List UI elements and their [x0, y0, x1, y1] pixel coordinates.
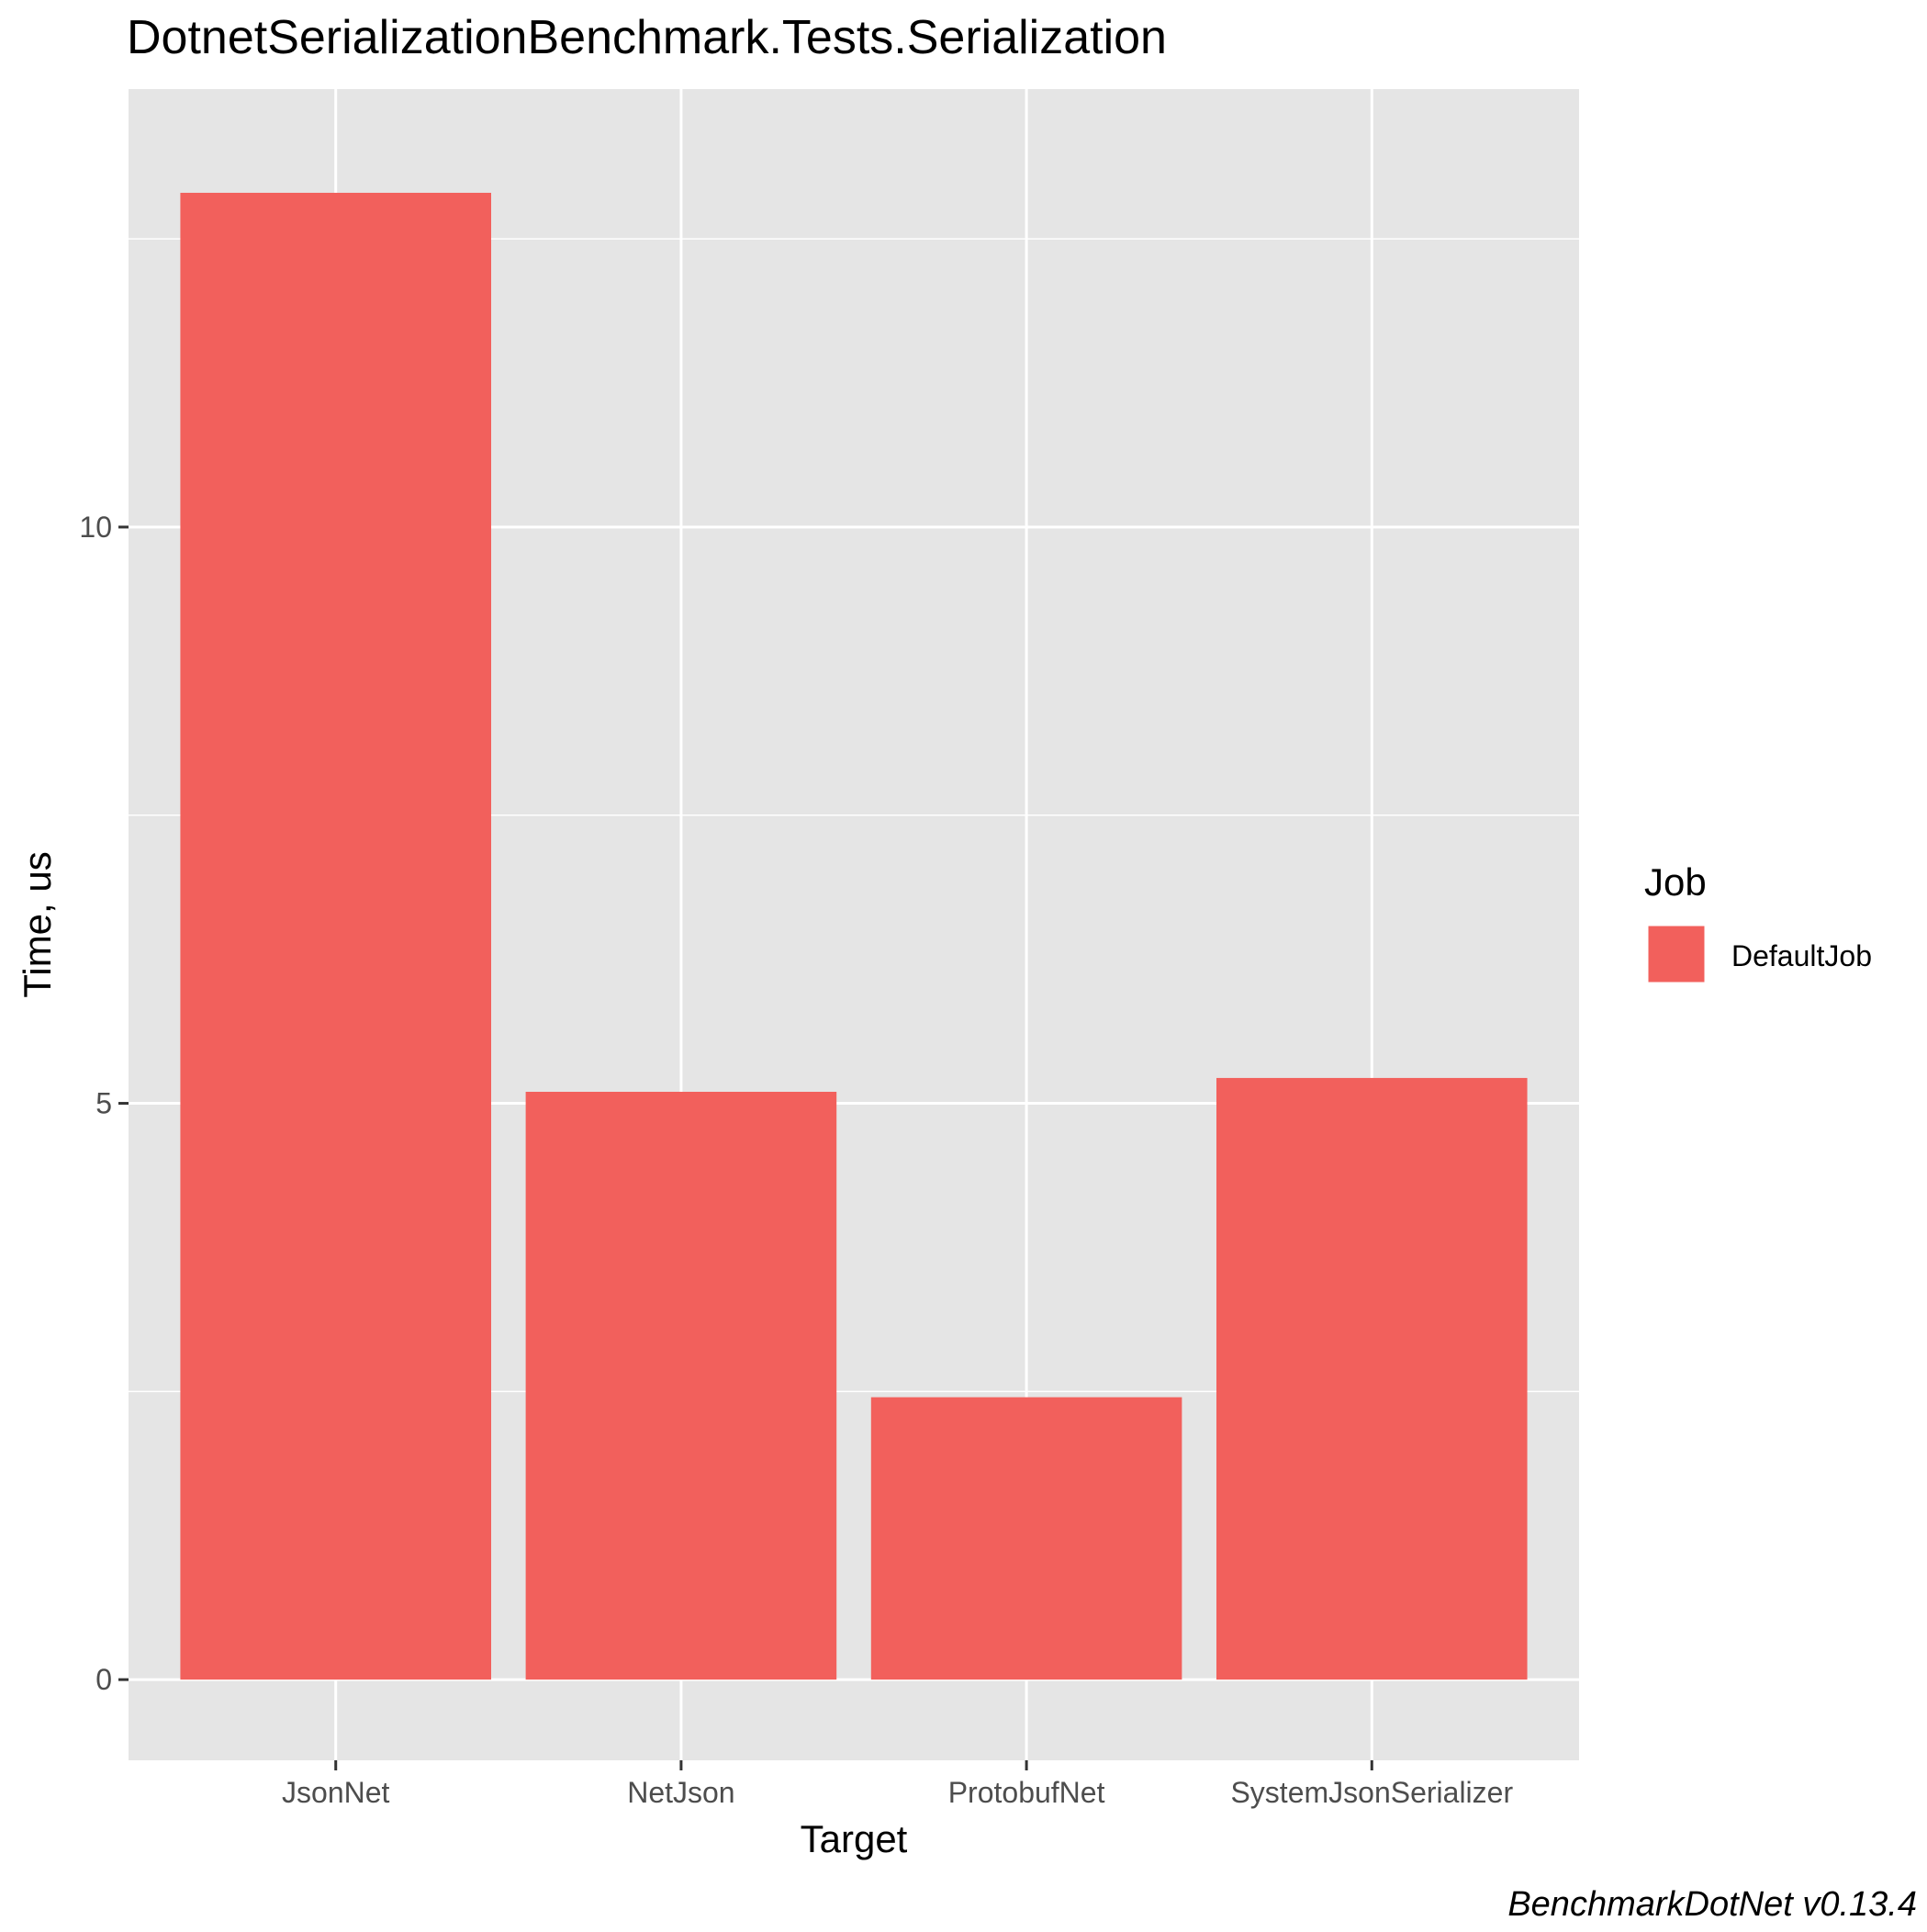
- y-tick-label: 0: [95, 1663, 112, 1696]
- x-axis-title: Target: [801, 1817, 908, 1860]
- bar-jsonnet: [180, 192, 491, 1680]
- legend-title: Job: [1644, 860, 1707, 904]
- x-axis: JsonNet NetJson ProtobufNet SystemJsonSeria…: [282, 1760, 1513, 1809]
- legend-label-defaultjob: DefaultJob: [1731, 939, 1872, 972]
- y-axis-title: Time, us: [16, 851, 59, 997]
- x-tick-label: ProtobufNet: [948, 1776, 1105, 1809]
- x-tick-label: JsonNet: [282, 1776, 390, 1809]
- bars: [180, 192, 1528, 1680]
- bar-netjson: [525, 1092, 837, 1680]
- legend-key-defaultjob: [1645, 923, 1708, 985]
- bar-protobufnet: [870, 1397, 1182, 1680]
- x-tick-label: NetJson: [627, 1776, 734, 1809]
- chart-title: DotnetSerializationBenchmark.Tests.Seria…: [127, 11, 1167, 64]
- x-tick-label: SystemJsonSerializer: [1230, 1776, 1513, 1809]
- y-tick-label: 5: [95, 1087, 112, 1120]
- legend: Job DefaultJob: [1644, 860, 1872, 985]
- y-axis: 0 5 10: [79, 511, 129, 1696]
- y-tick-label: 10: [79, 511, 112, 544]
- caption: BenchmarkDotNet v0.13.4: [1507, 1885, 1917, 1924]
- bar-systemjsonserializer: [1216, 1077, 1528, 1680]
